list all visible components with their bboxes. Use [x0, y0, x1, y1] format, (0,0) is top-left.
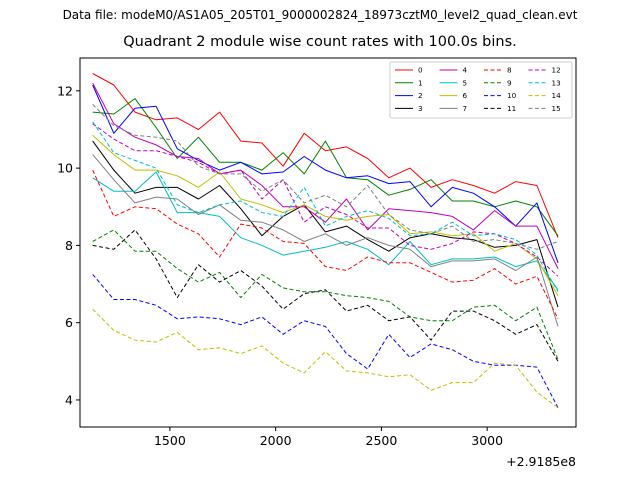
x-tick-label: 3000 [471, 433, 503, 448]
series-line-13 [92, 121, 559, 293]
series-line-12 [92, 123, 559, 277]
series-line-0 [92, 73, 559, 238]
series-layer [92, 73, 559, 409]
legend-label-3: 3 [418, 104, 423, 113]
legend-box [389, 61, 573, 119]
legend-label-8: 8 [507, 66, 512, 75]
series-line-1 [92, 98, 559, 236]
legend-label-14: 14 [552, 91, 562, 100]
legend-label-1: 1 [418, 78, 423, 87]
series-line-7 [92, 154, 559, 327]
x-tick-label: 1500 [154, 433, 186, 448]
series-line-15 [92, 104, 559, 250]
legend-label-13: 13 [552, 78, 561, 87]
y-tick-label: 12 [57, 83, 73, 98]
legend-label-9: 9 [507, 78, 512, 87]
series-line-5 [92, 171, 559, 291]
series-line-10 [92, 274, 559, 408]
series-line-11 [92, 229, 559, 362]
legend-label-4: 4 [463, 66, 468, 75]
series-line-2 [92, 84, 559, 263]
x-offset-label: +2.9185e8 [506, 454, 576, 469]
legend-label-2: 2 [418, 91, 423, 100]
series-line-6 [92, 134, 559, 296]
legend-label-0: 0 [418, 66, 423, 75]
y-tick-label: 6 [65, 315, 73, 330]
legend-label-11: 11 [507, 104, 516, 113]
ticks-layer: 1500 2000 2500 3000 4 6 8 10 12 [57, 83, 503, 448]
series-line-3 [92, 140, 559, 308]
series-line-8 [92, 169, 559, 320]
y-tick-label: 8 [65, 238, 73, 253]
legend-label-6: 6 [463, 91, 468, 100]
series-line-4 [92, 82, 559, 269]
series-line-14 [92, 308, 559, 409]
y-tick-label: 4 [65, 392, 73, 407]
y-tick-label: 10 [57, 161, 73, 176]
legend-label-10: 10 [507, 91, 517, 100]
x-tick-label: 2500 [366, 433, 398, 448]
chart-title: Quadrant 2 module wise count rates with … [123, 34, 517, 50]
legend-label-15: 15 [552, 104, 561, 113]
series-line-9 [92, 229, 559, 360]
legend-label-12: 12 [552, 66, 561, 75]
legend-label-5: 5 [463, 78, 468, 87]
figure-suptitle: Data file: modeM0/AS1A05_205T01_90000028… [62, 8, 578, 22]
x-tick-label: 2000 [260, 433, 292, 448]
legend-label-7: 7 [463, 104, 468, 113]
axes-frame [79, 57, 577, 428]
